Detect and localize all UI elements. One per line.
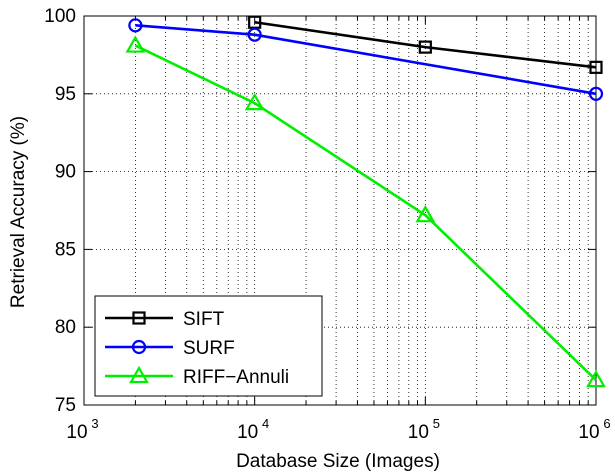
x-tick-label: 10	[578, 422, 599, 443]
axes-layer: 10 3 10 4 10 5 10 6 75 80 85 90 95 100	[44, 6, 610, 443]
legend: SIFT SURF RIFF−Annuli	[94, 295, 323, 397]
surf-series-line	[135, 24, 597, 96]
sift-series-line	[254, 20, 597, 69]
riff-annuli-data-point	[244, 92, 265, 111]
x-tick-label: 10	[66, 422, 87, 443]
series-layer	[125, 15, 606, 388]
y-tick-label: 80	[55, 317, 76, 338]
plot-frame	[83, 15, 597, 406]
y-tick-label: 75	[55, 395, 76, 416]
riff-annuli-data-point	[415, 204, 436, 223]
sift-legend-marker	[132, 311, 146, 325]
x-tick-exponent: 6	[603, 416, 610, 431]
x-tick-exponent: 3	[91, 416, 98, 431]
y-tick-label: 95	[55, 84, 76, 105]
riff-annuli-legend-label: RIFF−Annuli	[183, 367, 289, 388]
sift-legend-label: SIFT	[183, 309, 225, 330]
x-tick-exponent: 4	[262, 416, 269, 431]
riff-annuli-legend-marker	[129, 365, 149, 384]
surf-legend-marker	[131, 339, 147, 355]
y-axis-label: Retrieval Accuracy (%)	[8, 116, 29, 308]
surf-data-point	[588, 86, 604, 101]
riff-annuli-data-point	[586, 369, 606, 388]
x-axis-label: Database Size (Images)	[236, 451, 440, 472]
x-tick-label: 10	[408, 422, 429, 443]
x-tick-exponent: 5	[433, 416, 440, 431]
x-tick-label: 10	[237, 422, 258, 443]
surf-data-point	[128, 18, 143, 33]
sift-data-point	[589, 60, 603, 74]
sift-data-point	[418, 40, 432, 54]
riff-annuli-data-point	[125, 35, 146, 53]
surf-legend-label: SURF	[183, 338, 235, 359]
riff-annuli-series-line	[134, 44, 597, 382]
surf-data-point	[247, 27, 262, 42]
y-tick-label: 90	[55, 162, 76, 183]
y-tick-label: 85	[55, 239, 76, 260]
y-tick-label: 100	[44, 6, 76, 27]
